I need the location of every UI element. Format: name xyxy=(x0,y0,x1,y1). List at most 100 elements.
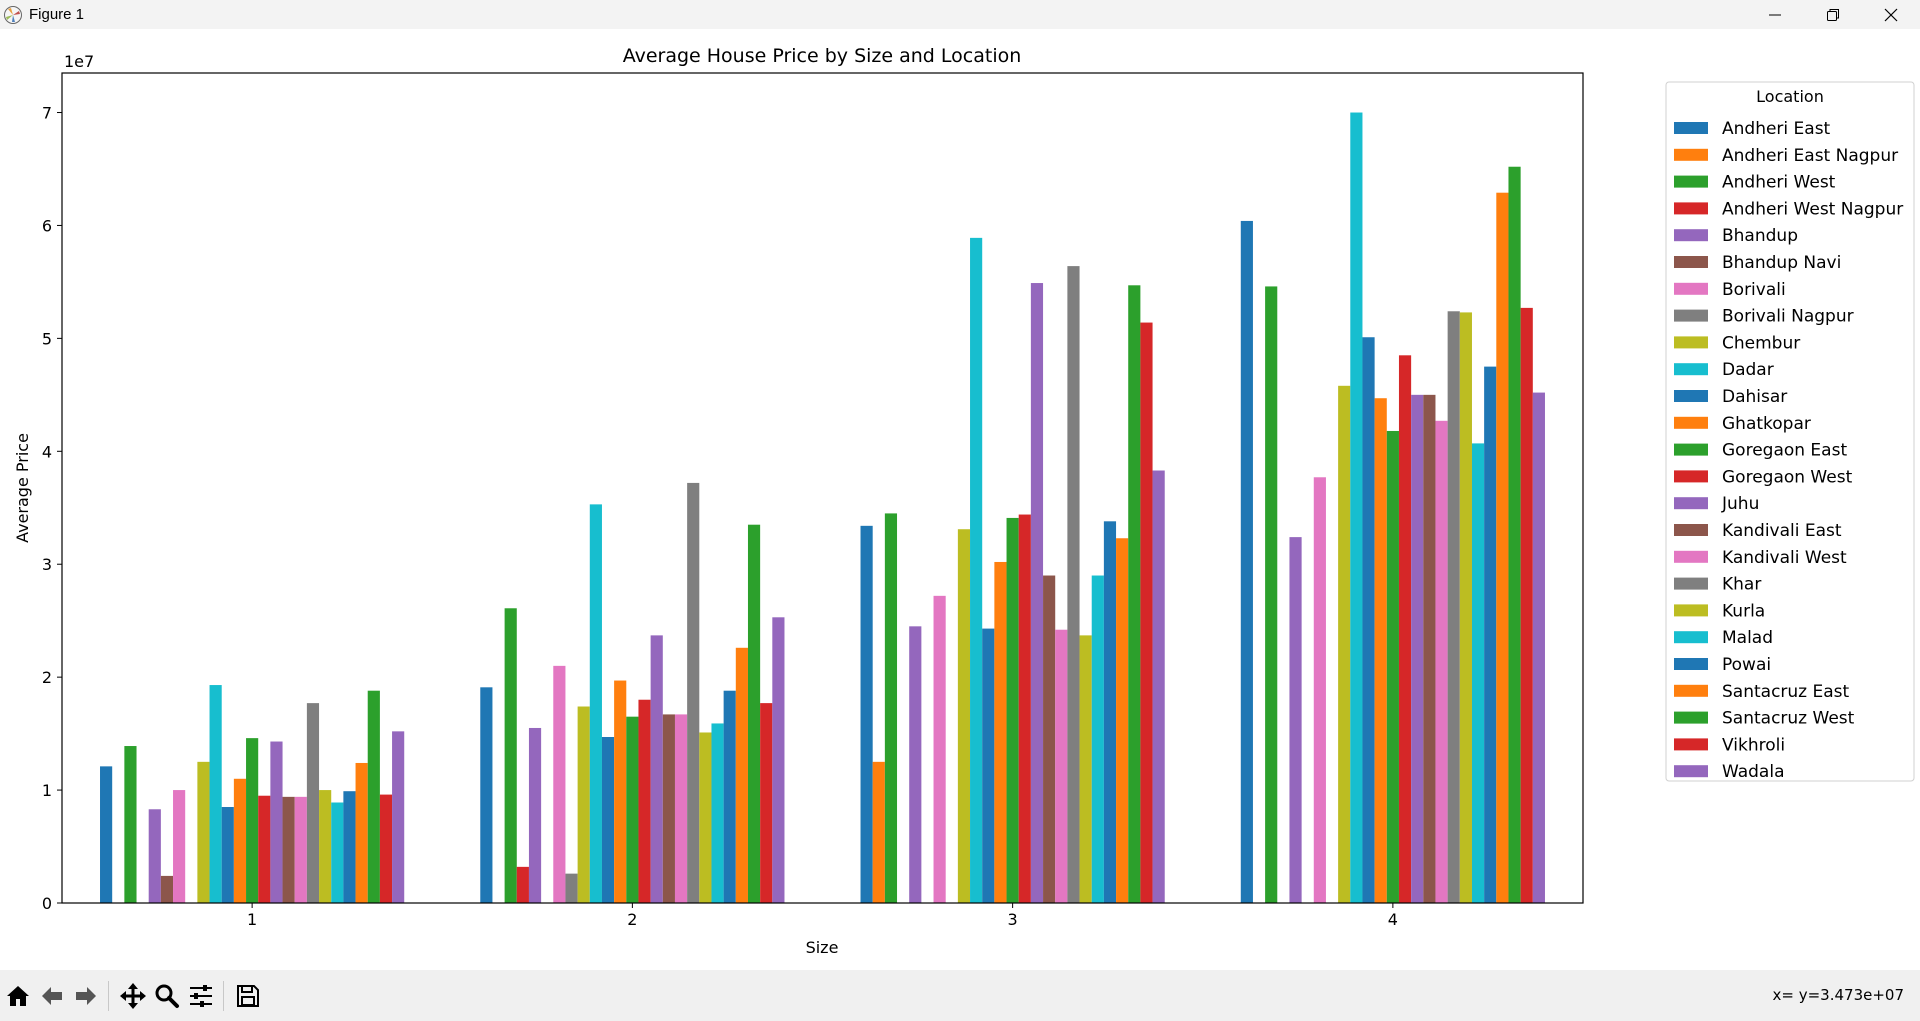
bar xyxy=(258,795,271,903)
bar xyxy=(528,727,542,903)
legend-swatch xyxy=(1674,443,1708,456)
y-tick-label: 2 xyxy=(42,668,52,687)
bar xyxy=(1289,537,1302,903)
zoom-button[interactable] xyxy=(151,978,183,1014)
bar xyxy=(601,737,615,903)
legend-frame xyxy=(1665,81,1915,782)
bar xyxy=(884,513,898,903)
pan-button[interactable] xyxy=(117,978,149,1014)
bar xyxy=(282,796,295,903)
bar xyxy=(1338,385,1351,903)
bar xyxy=(1116,538,1129,903)
y-offset-text: 1e7 xyxy=(64,52,94,71)
legend-swatch xyxy=(1674,175,1708,188)
legend-label: Santacruz East xyxy=(1722,682,1850,702)
bar xyxy=(504,608,517,903)
legend-swatch xyxy=(1674,256,1708,268)
bar xyxy=(306,703,320,903)
bar xyxy=(1140,322,1153,903)
toolbar-separator xyxy=(108,980,109,1011)
bar xyxy=(638,699,651,903)
legend-title: Location xyxy=(1756,87,1824,106)
legend-label: Andheri East xyxy=(1722,119,1831,139)
x-tick-label: 4 xyxy=(1388,910,1398,929)
minimize-icon xyxy=(1769,14,1781,15)
bar xyxy=(747,524,761,903)
bar xyxy=(270,741,283,903)
app-icon xyxy=(4,5,22,24)
x-tick-label: 2 xyxy=(627,910,637,929)
close-button[interactable] xyxy=(1862,0,1920,29)
restore-icon xyxy=(1827,8,1839,21)
bar xyxy=(872,761,885,903)
bar xyxy=(565,873,578,903)
bar xyxy=(662,714,675,903)
legend-swatch xyxy=(1674,202,1708,215)
bar xyxy=(1091,575,1104,903)
bar xyxy=(1398,355,1412,903)
bar xyxy=(100,766,113,903)
forward-button[interactable] xyxy=(70,978,102,1014)
bar xyxy=(221,807,234,903)
y-axis-label: Average Price xyxy=(13,433,32,543)
bar xyxy=(1313,477,1326,903)
y-tick-label: 4 xyxy=(42,442,52,461)
legend-label: Andheri East Nagpur xyxy=(1722,146,1898,166)
back-icon xyxy=(42,986,62,1005)
legend-label: Dahisar xyxy=(1722,387,1787,407)
legend-label: Khar xyxy=(1722,575,1761,595)
bar xyxy=(982,628,995,903)
bar xyxy=(1043,575,1056,903)
bar xyxy=(860,525,873,903)
bar xyxy=(1055,629,1068,903)
configure-button[interactable] xyxy=(185,978,217,1014)
window-controls xyxy=(1746,0,1920,29)
bar xyxy=(1030,283,1044,903)
navigation-toolbar: x= y=3.473e+07 xyxy=(0,970,1920,1021)
x-tick-label: 3 xyxy=(1008,910,1018,929)
legend-label: Goregaon West xyxy=(1722,467,1853,487)
legend-label: Bhandup xyxy=(1722,226,1798,246)
plot-frame xyxy=(61,72,1584,904)
legend-label: Bhandup Navi xyxy=(1722,253,1841,273)
legend-swatch xyxy=(1674,470,1708,483)
bar-chart: 0 1 2 3 4 5 6 7 1 2 3 4 Average House Price by Siz… xyxy=(13,45,1915,957)
bar xyxy=(1079,635,1092,903)
bar xyxy=(197,761,210,903)
legend-items: Andheri East Andheri East Nagpur Andheri W… xyxy=(1674,119,1903,782)
bar xyxy=(933,595,946,903)
legend-label: Wadala xyxy=(1722,762,1785,782)
legend: Location Andheri East Andheri East Nagpur… xyxy=(1665,81,1915,782)
legend-swatch xyxy=(1674,765,1708,778)
bar xyxy=(909,626,922,903)
bar xyxy=(735,647,748,903)
bar xyxy=(1447,311,1460,903)
legend-label: Kandivali West xyxy=(1722,548,1847,568)
bar xyxy=(1265,286,1278,903)
save-button[interactable] xyxy=(232,978,264,1014)
restore-button[interactable] xyxy=(1804,0,1862,29)
figure-canvas: 0 1 2 3 4 5 6 7 1 2 3 4 Average House Price by Siz… xyxy=(0,29,1920,970)
bar xyxy=(650,635,663,903)
legend-swatch xyxy=(1674,550,1708,563)
legend-label: Kurla xyxy=(1722,601,1765,621)
bar xyxy=(1350,112,1363,903)
bar xyxy=(1459,312,1472,903)
y-tick-label: 0 xyxy=(42,894,52,913)
legend-swatch xyxy=(1674,416,1708,429)
bar xyxy=(319,790,332,903)
y-tick-label: 1 xyxy=(42,781,52,800)
forward-icon xyxy=(76,986,96,1005)
bar xyxy=(343,791,356,903)
home-button[interactable] xyxy=(2,978,34,1014)
minimize-button[interactable] xyxy=(1746,0,1804,29)
bar xyxy=(1386,430,1399,903)
back-button[interactable] xyxy=(36,978,68,1014)
bar xyxy=(553,665,566,903)
legend-label: Ghatkopar xyxy=(1722,414,1811,434)
bar xyxy=(772,617,785,903)
configure-icon xyxy=(190,984,212,1007)
legend-label: Kandivali East xyxy=(1722,521,1842,541)
bar xyxy=(516,866,529,903)
bar xyxy=(577,706,590,903)
